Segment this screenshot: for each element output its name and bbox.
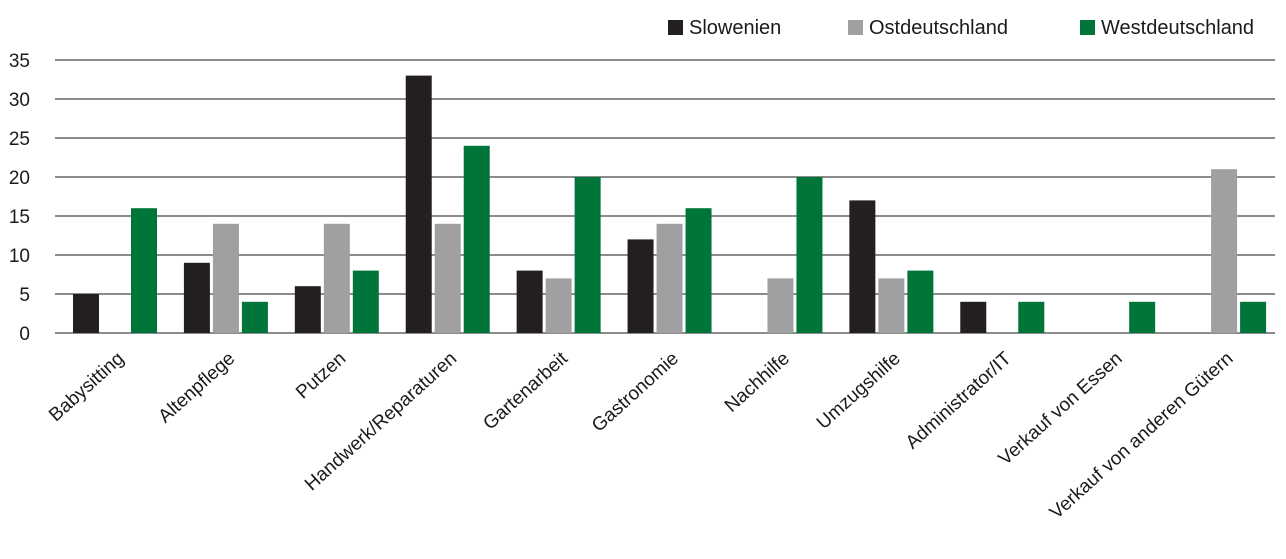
y-axis-ticks: 0 5 10 15 20 25 30 35 <box>9 51 30 345</box>
bar <box>574 177 601 333</box>
bars <box>73 75 1267 333</box>
y-tick-label: 15 <box>9 207 30 228</box>
y-tick-label: 20 <box>9 168 30 189</box>
bar <box>294 286 321 333</box>
legend-swatch <box>1080 20 1095 35</box>
bar <box>656 223 683 333</box>
bar <box>960 301 987 333</box>
category-label: Gartenarbeit <box>479 348 572 435</box>
category-label: Umzugshilfe <box>813 348 905 434</box>
bar <box>516 270 543 333</box>
bar <box>183 262 210 333</box>
bar <box>241 301 268 333</box>
category-label: Babysitting <box>45 348 128 426</box>
bar <box>405 75 432 333</box>
category-label: Gastronomie <box>588 348 683 436</box>
legend: Slowenien Ostdeutschland Westdeutschland <box>668 17 1254 39</box>
bar <box>352 270 379 333</box>
bar <box>849 200 876 333</box>
bar <box>796 177 823 333</box>
bar <box>73 294 99 333</box>
legend-label: Slowenien <box>689 17 781 39</box>
bar <box>1240 301 1267 333</box>
bar <box>131 208 157 333</box>
bar <box>767 278 794 333</box>
legend-label: Westdeutschland <box>1101 17 1254 39</box>
y-tick-label: 5 <box>19 285 30 306</box>
category-label: Nachhilfe <box>721 348 794 417</box>
category-label: Administrator/IT <box>902 348 1016 454</box>
y-tick-label: 0 <box>19 324 30 345</box>
bar <box>907 270 934 333</box>
legend-swatch <box>848 20 863 35</box>
y-tick-label: 25 <box>9 129 30 150</box>
bar <box>463 145 490 333</box>
bar <box>1018 301 1045 333</box>
bar <box>878 278 905 333</box>
category-label: Putzen <box>292 348 350 403</box>
bar <box>1129 301 1156 333</box>
y-tick-label: 10 <box>9 246 30 267</box>
y-tick-label: 35 <box>9 51 30 72</box>
bar <box>627 239 654 333</box>
bar <box>212 223 239 333</box>
bar <box>434 223 461 333</box>
bar <box>323 223 350 333</box>
category-label: Verkauf von Essen <box>995 348 1127 470</box>
y-tick-label: 30 <box>9 90 30 111</box>
category-label: Verkauf von anderen Gütern <box>1046 348 1237 523</box>
category-label: Altenpflege <box>155 348 240 427</box>
x-axis-labels: Babysitting Altenpflege PutzenHandwerk/Rep… <box>45 348 1237 524</box>
legend-label: Ostdeutschland <box>869 17 1008 39</box>
legend-swatch <box>668 20 683 35</box>
bar <box>685 208 712 333</box>
bar <box>545 278 572 333</box>
bar <box>1211 169 1238 333</box>
